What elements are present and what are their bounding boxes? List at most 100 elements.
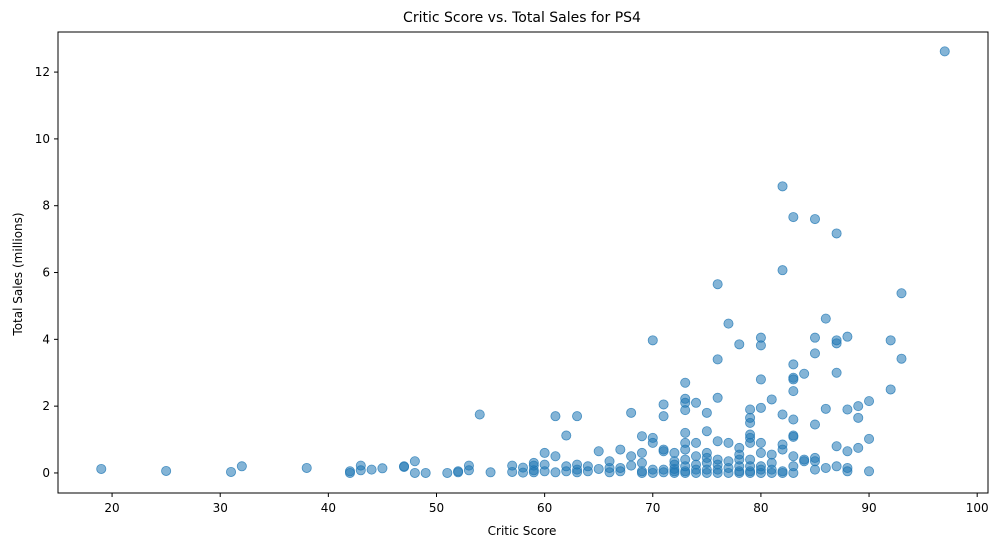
data-point — [442, 467, 453, 478]
data-point — [723, 467, 734, 478]
data-point — [788, 451, 799, 462]
data-point — [658, 446, 669, 457]
data-point — [615, 466, 626, 477]
x-tick-label: 60 — [537, 501, 552, 515]
x-tick-label: 100 — [966, 501, 989, 515]
data-point — [831, 461, 842, 472]
y-tick-label: 12 — [35, 65, 50, 79]
data-point — [734, 339, 745, 350]
data-point — [691, 397, 702, 408]
data-point — [809, 464, 820, 475]
data-point — [842, 404, 853, 415]
data-point — [864, 466, 875, 477]
x-tick-label: 90 — [861, 501, 876, 515]
data-point — [712, 392, 723, 403]
data-point — [680, 405, 691, 416]
data-point — [755, 402, 766, 413]
data-point — [474, 409, 485, 420]
data-point — [777, 444, 788, 455]
y-tick-label: 2 — [42, 399, 50, 413]
data-point — [636, 431, 647, 442]
x-tick-label: 40 — [321, 501, 336, 515]
x-tick-label: 80 — [753, 501, 768, 515]
data-point — [896, 353, 907, 364]
data-point — [550, 467, 561, 478]
data-point — [809, 419, 820, 430]
data-point — [161, 465, 172, 476]
data-point — [647, 467, 658, 478]
data-point — [507, 466, 518, 477]
data-point — [788, 386, 799, 397]
data-point — [658, 467, 669, 478]
data-point — [755, 437, 766, 448]
y-tick-label: 0 — [42, 466, 50, 480]
data-point — [820, 403, 831, 414]
data-point — [626, 460, 637, 471]
data-point — [896, 288, 907, 299]
data-point — [658, 411, 669, 422]
data-point — [831, 441, 842, 452]
data-point — [636, 467, 647, 478]
data-point — [853, 401, 864, 412]
data-point — [691, 437, 702, 448]
data-point — [658, 399, 669, 410]
data-point — [820, 313, 831, 324]
data-point — [647, 437, 658, 448]
data-point — [409, 467, 420, 478]
data-point — [669, 447, 680, 458]
data-point — [788, 212, 799, 223]
data-point — [788, 467, 799, 478]
data-point — [701, 467, 712, 478]
data-point — [831, 367, 842, 378]
data-point — [853, 412, 864, 423]
data-point — [680, 444, 691, 455]
y-tick-label: 4 — [42, 332, 50, 346]
data-point — [485, 467, 496, 478]
data-point — [777, 409, 788, 420]
data-point — [236, 461, 247, 472]
data-point — [864, 396, 875, 407]
data-point — [377, 463, 388, 474]
data-point — [788, 431, 799, 442]
data-point — [636, 457, 647, 468]
y-axis-label: Total Sales (millions) — [11, 212, 25, 336]
data-point — [766, 394, 777, 405]
data-point — [755, 340, 766, 351]
data-point — [809, 332, 820, 343]
y-tick-label: 6 — [42, 266, 50, 280]
data-point — [831, 228, 842, 239]
data-point — [939, 46, 950, 57]
data-point — [680, 427, 691, 438]
data-point — [691, 467, 702, 478]
data-point — [842, 331, 853, 342]
data-point — [528, 467, 539, 478]
data-point — [734, 467, 745, 478]
data-point — [518, 467, 529, 478]
y-tick-label: 10 — [35, 132, 50, 146]
data-point — [701, 426, 712, 437]
data-point — [420, 467, 431, 478]
data-point — [723, 437, 734, 448]
data-point — [755, 447, 766, 458]
data-point — [809, 214, 820, 225]
y-tick-label: 8 — [42, 199, 50, 213]
data-point — [755, 374, 766, 385]
data-point — [777, 467, 788, 478]
data-point — [572, 411, 583, 422]
data-point — [885, 384, 896, 395]
data-point — [853, 442, 864, 453]
data-point — [777, 265, 788, 276]
data-point — [755, 467, 766, 478]
data-point — [561, 466, 572, 477]
data-point — [463, 465, 474, 476]
data-point — [712, 279, 723, 290]
data-point — [723, 318, 734, 329]
data-point — [561, 430, 572, 441]
x-tick-label: 70 — [645, 501, 660, 515]
data-point — [788, 359, 799, 370]
data-point — [745, 467, 756, 478]
x-tick-label: 20 — [104, 501, 119, 515]
data-point — [788, 414, 799, 425]
data-point — [766, 449, 777, 460]
data-point — [366, 464, 377, 475]
